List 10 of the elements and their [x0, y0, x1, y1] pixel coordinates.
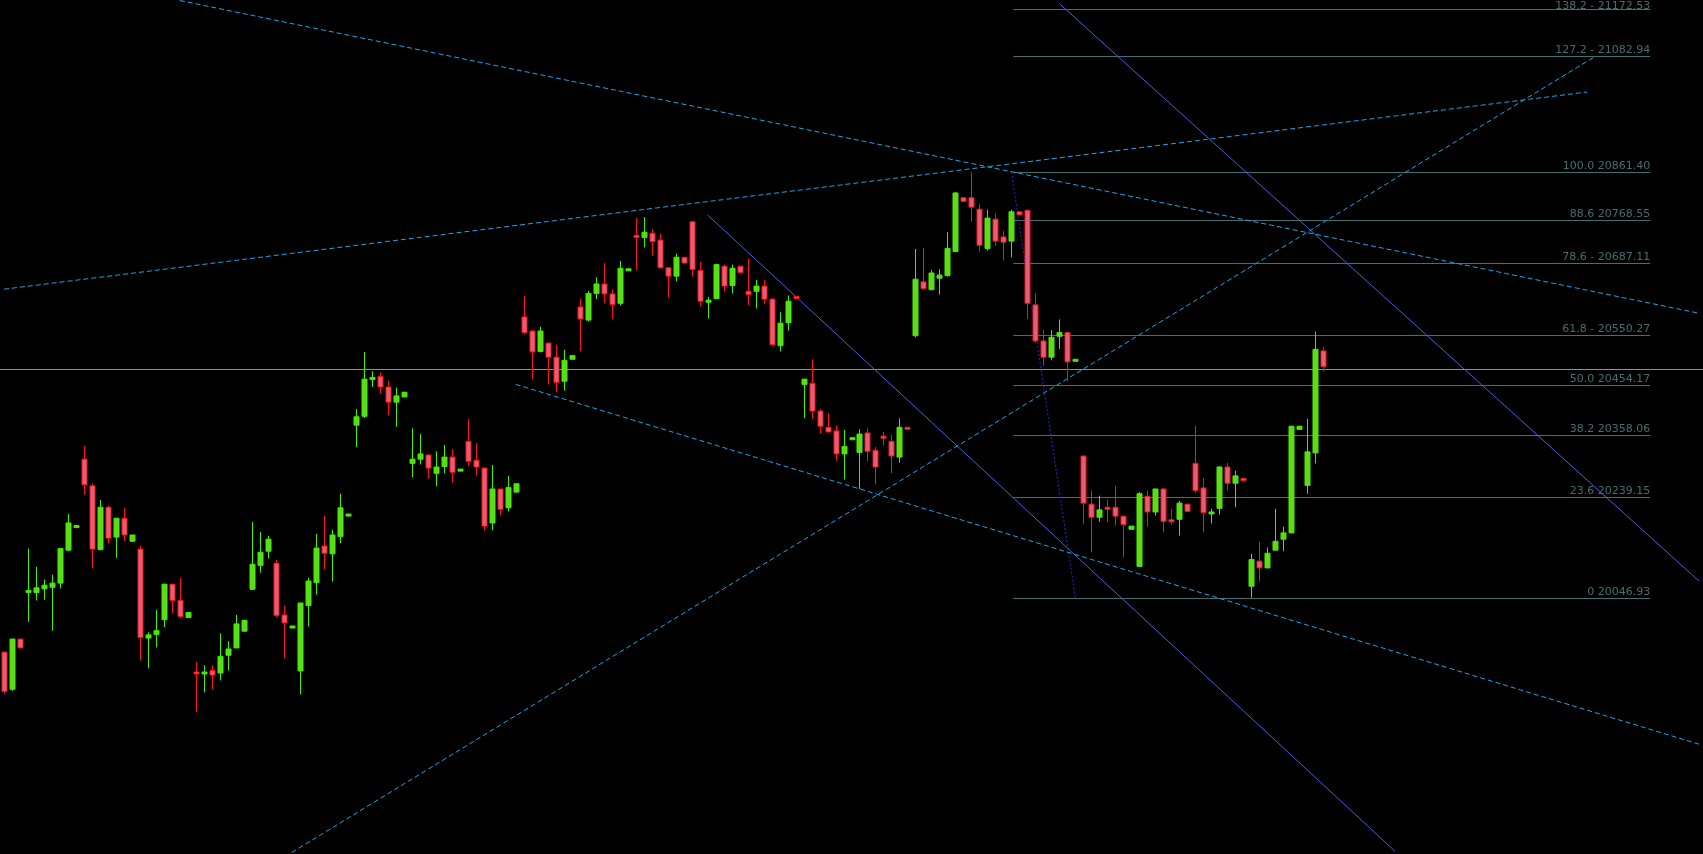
ref-line-label: 23.6 20239.15	[1569, 483, 1651, 497]
ref-line-label: 50.0 20454.17	[1569, 371, 1651, 385]
ref-line-label: 88.6 20768.55	[1569, 206, 1651, 220]
annotation: 138.2 - 21172.53	[1555, 0, 1651, 13]
annotation: 61.8 - 20550.27	[1562, 321, 1651, 335]
annotation: 78.6 - 20687.11	[1562, 249, 1651, 263]
ref-line-label: 38.2 20358.06	[1569, 421, 1651, 435]
ref-line-label: 100.0 20861.40	[1562, 158, 1651, 172]
ref-line-label: 0 20046.93	[1587, 584, 1651, 598]
annotation: 127.2 - 21082.94	[1555, 42, 1651, 56]
